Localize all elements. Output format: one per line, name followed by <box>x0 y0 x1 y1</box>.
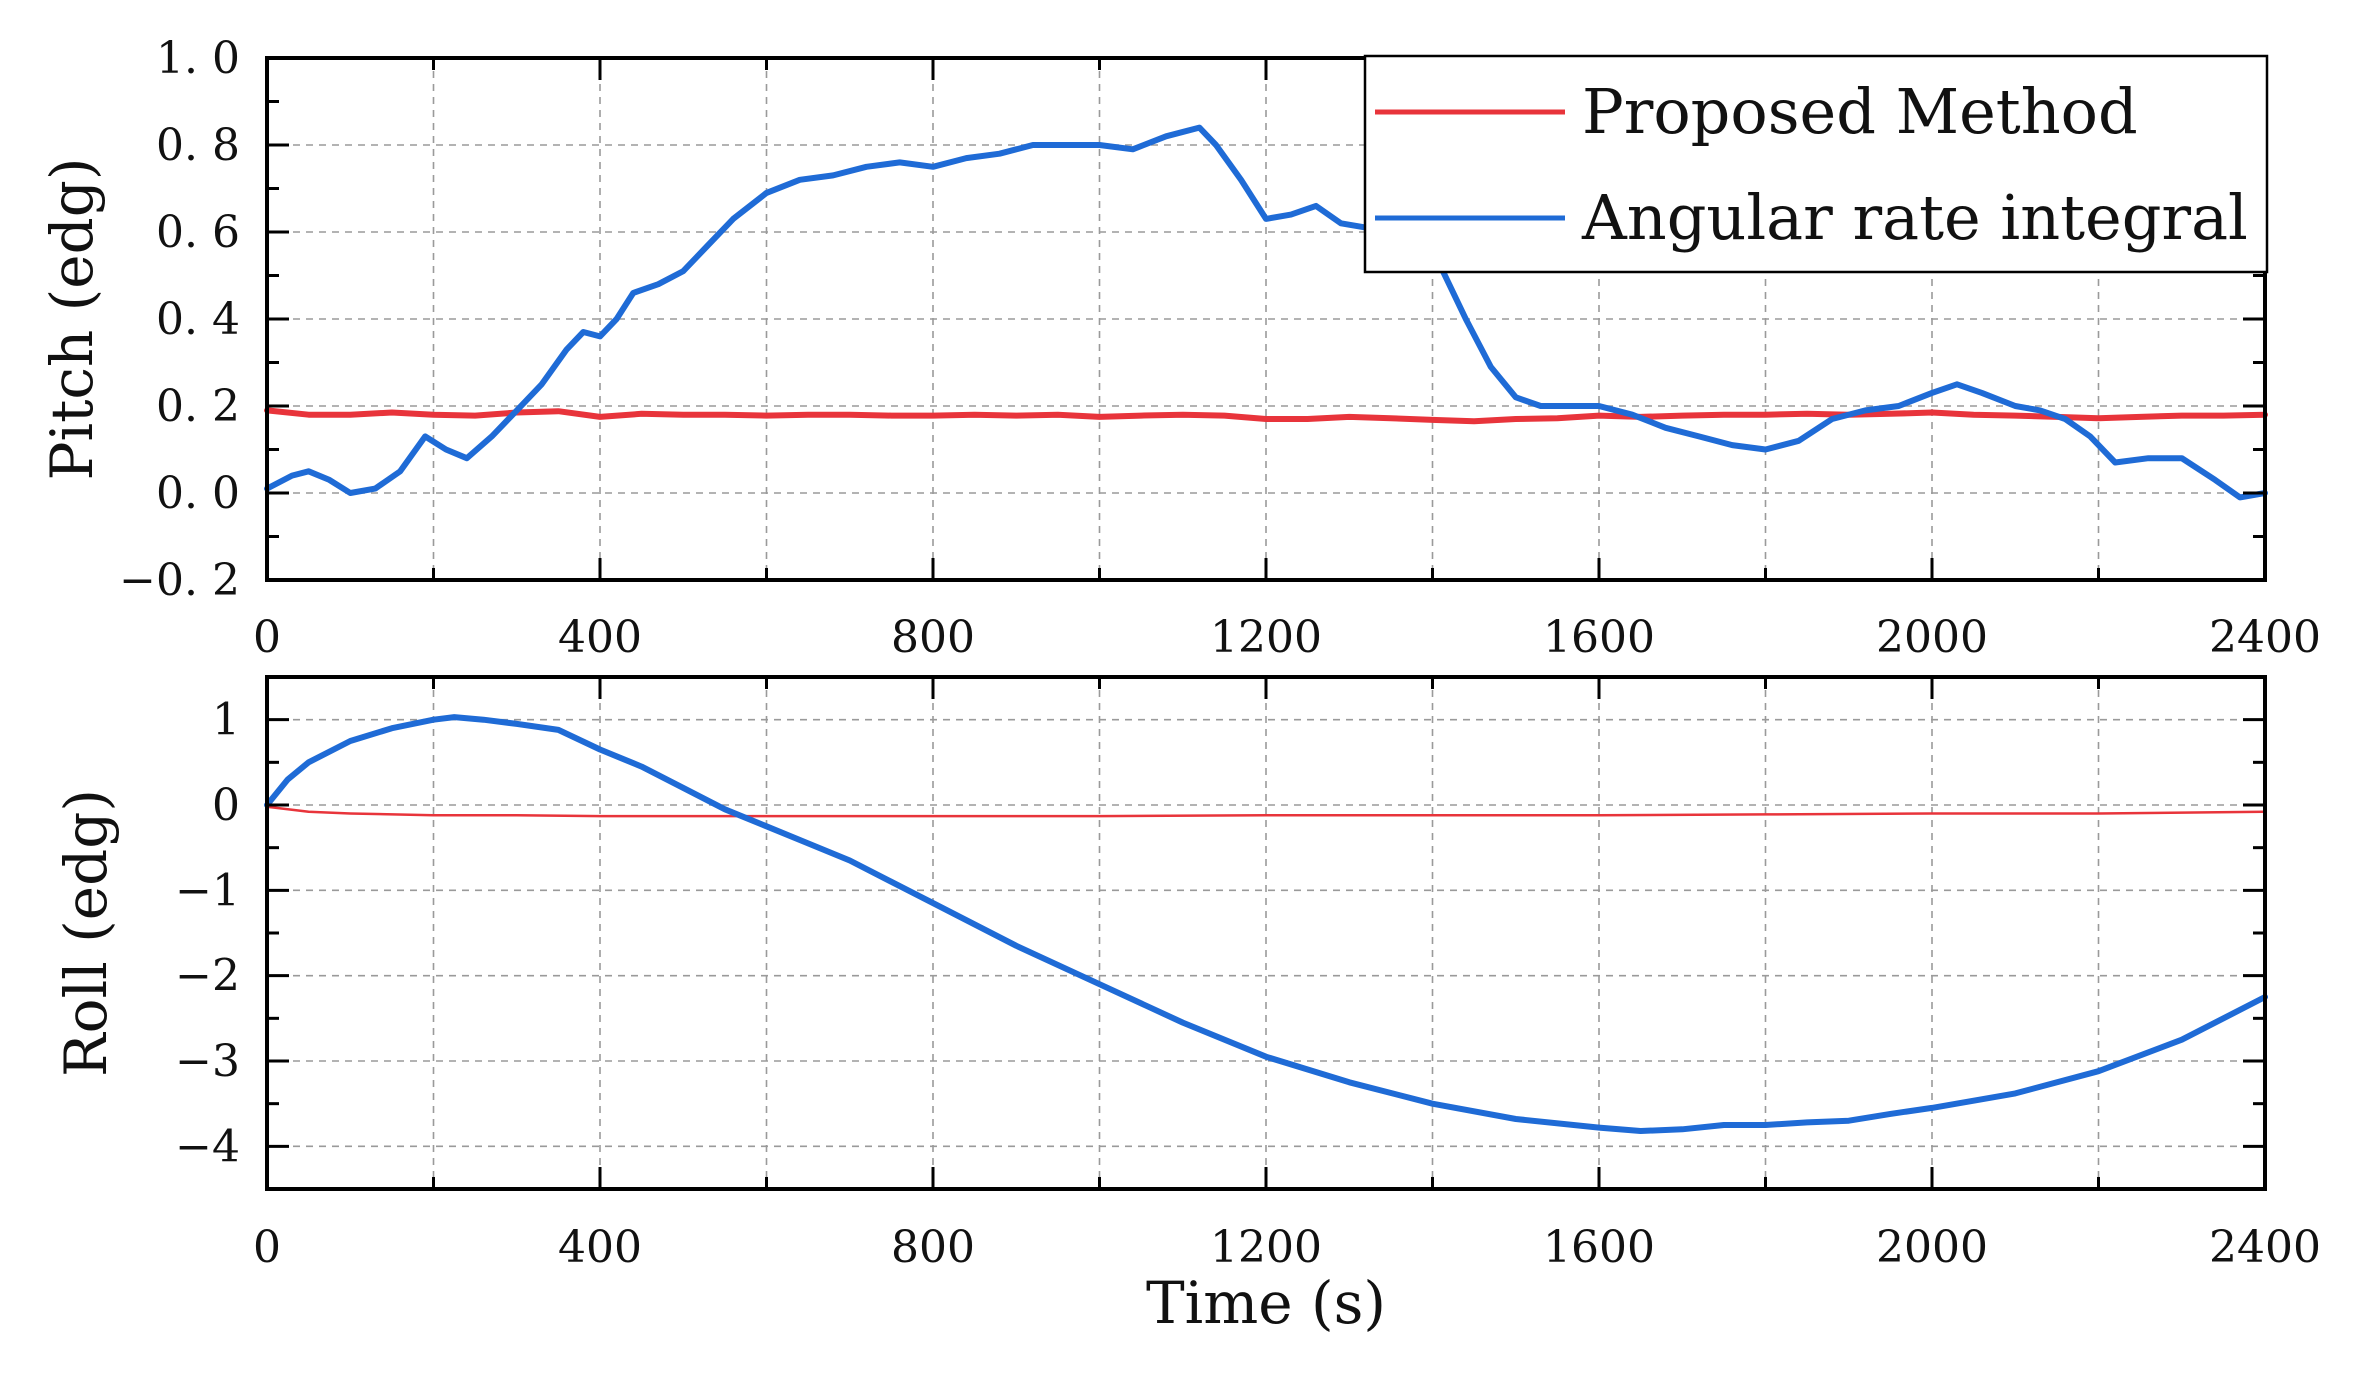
roll-y-tick-label: −4 <box>175 1121 240 1172</box>
x-axis-title: Time (s) <box>1146 1269 1386 1337</box>
pitch-y-tick-label: 0. 2 <box>156 381 240 432</box>
roll-series-proposed-line <box>265 805 2267 818</box>
pitch-y-tick-label: 1. 0 <box>156 33 240 84</box>
pitch-x-tick-label: 1200 <box>1210 612 1322 663</box>
pitch-y-tick-label: 0. 6 <box>156 207 240 258</box>
roll-y-tick-label: −3 <box>175 1036 240 1087</box>
roll-series-integral-line <box>264 714 2268 1134</box>
legend-box <box>1363 54 2269 274</box>
roll-y-tick-label: 0 <box>212 780 240 831</box>
roll-y-tick-label: −2 <box>175 951 240 1002</box>
pitch-y-tick-label: 0. 4 <box>156 294 240 345</box>
roll-y-tick-label: −1 <box>175 865 240 916</box>
pitch-x-tick-label: 1600 <box>1543 612 1655 663</box>
roll-x-tick-label: 400 <box>558 1222 642 1273</box>
pitch-x-tick-label: 2000 <box>1876 612 1988 663</box>
pitch-panel: 0 400 800 1200 1600 2000 2400 −0. 2 0. 0 0. 2 0. 4… <box>38 33 2321 663</box>
roll-y-axis-title: Roll (edg) <box>52 789 120 1077</box>
pitch-x-tick-label: 800 <box>891 612 975 663</box>
pitch-series-integral-line <box>264 124 2268 501</box>
pitch-y-tick-label: 0. 8 <box>156 120 240 171</box>
roll-panel: 0 400 800 1200 1600 2000 2400 −4 −3 −2 −1 0 1 Roll (… <box>52 675 2321 1337</box>
pitch-y-tick-label: −0. 2 <box>119 555 240 606</box>
legend: Proposed Method Angular rate integral <box>1363 54 2269 274</box>
roll-x-tick-label: 2000 <box>1876 1222 1988 1273</box>
roll-x-tick-label: 1600 <box>1543 1222 1655 1273</box>
pitch-x-tick-label: 2400 <box>2209 612 2321 663</box>
roll-y-tick-label: 1 <box>212 695 240 746</box>
pitch-x-tick-label: 0 <box>253 612 281 663</box>
roll-x-tick-label: 2400 <box>2209 1222 2321 1273</box>
pitch-y-axis-title: Pitch (edg) <box>38 158 106 481</box>
roll-x-tick-label: 1200 <box>1210 1222 1322 1273</box>
legend-proposed-label: Proposed Method <box>1582 75 2138 148</box>
pitch-y-tick-label: 0. 0 <box>156 468 240 519</box>
roll-x-tick-label: 800 <box>891 1222 975 1273</box>
roll-x-tick-label: 0 <box>253 1222 281 1273</box>
pitch-series-proposed-line <box>264 407 2268 425</box>
legend-integral-label: Angular rate integral <box>1581 181 2248 254</box>
pitch-x-tick-label: 400 <box>558 612 642 663</box>
